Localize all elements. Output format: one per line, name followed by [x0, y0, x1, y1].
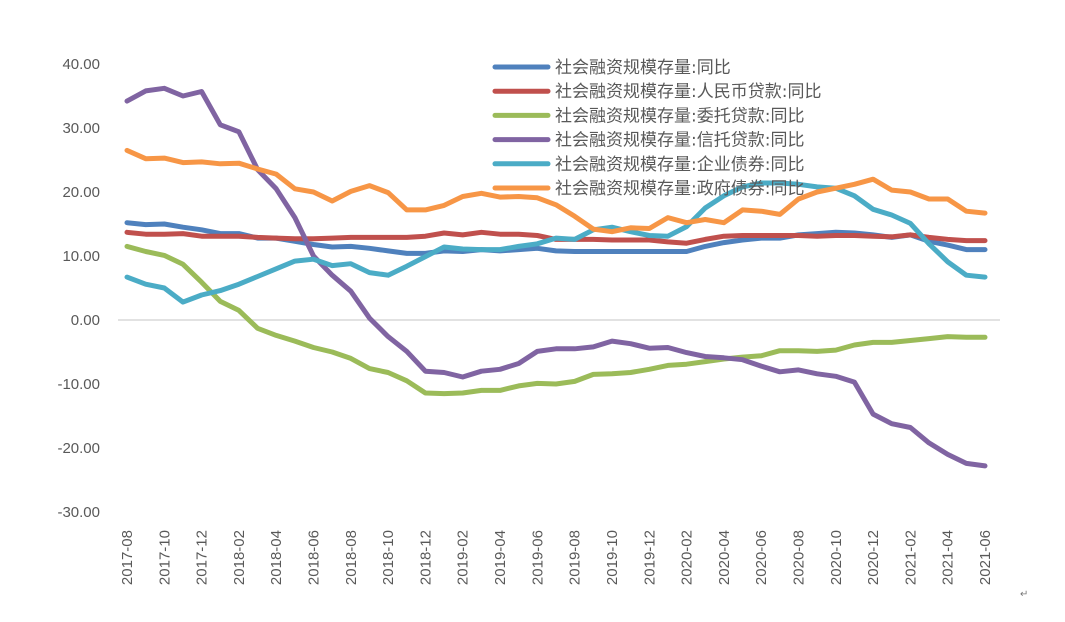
series-line-3	[124, 85, 988, 469]
x-tick-label: 2021-04	[940, 530, 957, 585]
x-tick-label: 2018-04	[268, 530, 285, 585]
x-tick-label: 2020-02	[679, 530, 696, 585]
y-tick-label: 20.00	[62, 184, 100, 201]
x-tick-label: 2019-10	[604, 530, 621, 585]
x-tick-label: 2018-06	[306, 530, 323, 585]
x-tick-label: 2019-04	[492, 530, 509, 585]
series-line-5	[124, 147, 988, 235]
y-axis: 40.00 30.00 20.00 10.00 0.00 -10.00 -20.00 -30.…	[57, 56, 100, 521]
legend-label: 社会融资规模存量:企业债券:同比	[555, 155, 804, 175]
legend-item: 社会融资规模存量:企业债券:同比	[492, 155, 804, 175]
x-tick-label: 2020-12	[865, 530, 882, 585]
x-tick-label: 2017-10	[156, 530, 173, 585]
x-tick-label: 2020-08	[790, 530, 807, 585]
y-tick-label: 10.00	[62, 248, 100, 265]
x-tick-label: 2020-04	[716, 530, 733, 585]
y-tick-label: -30.00	[57, 504, 100, 521]
series-line-4	[124, 180, 988, 305]
legend-label: 社会融资规模存量:政府债券:同比	[555, 179, 804, 199]
y-tick-label: -20.00	[57, 440, 100, 457]
y-tick-label: 0.00	[71, 312, 100, 329]
series-lines	[124, 85, 988, 469]
x-tick-label: 2019-06	[529, 530, 546, 585]
x-tick-label: 2020-06	[753, 530, 770, 585]
x-tick-label: 2019-12	[641, 530, 658, 585]
y-tick-label: 40.00	[62, 56, 100, 73]
return-mark: ↵	[1020, 589, 1028, 600]
y-tick-label: 30.00	[62, 120, 100, 137]
legend-label: 社会融资规模存量:同比	[555, 58, 731, 78]
x-tick-label: 2018-10	[380, 530, 397, 585]
x-tick-label: 2021-06	[977, 530, 994, 585]
x-tick-label: 2019-02	[455, 530, 472, 585]
legend-item: 社会融资规模存量:委托贷款:同比	[492, 106, 804, 126]
x-tick-label: 2018-08	[343, 530, 360, 585]
legend-label: 社会融资规模存量:委托贷款:同比	[555, 106, 804, 126]
legend-item: 社会融资规模存量:人民币贷款:同比	[492, 82, 821, 102]
y-tick-label: -10.00	[57, 376, 100, 393]
legend-label: 社会融资规模存量:信托贷款:同比	[555, 131, 804, 151]
x-tick-label: 2017-08	[119, 530, 136, 585]
x-tick-label: 2018-12	[417, 530, 434, 585]
x-tick-label: 2020-10	[828, 530, 845, 585]
legend-item: 社会融资规模存量:信托贷款:同比	[492, 131, 804, 151]
x-tick-label: 2017-12	[194, 530, 211, 585]
legend-item: 社会融资规模存量:政府债券:同比	[492, 179, 804, 199]
x-tick-label: 2021-02	[902, 530, 919, 585]
x-tick-label: 2018-02	[231, 530, 248, 585]
x-tick-label: 2019-08	[567, 530, 584, 585]
legend: 社会融资规模存量:同比社会融资规模存量:人民币贷款:同比社会融资规模存量:委托贷…	[492, 58, 821, 199]
series-line-2	[124, 243, 988, 397]
legend-item: 社会融资规模存量:同比	[492, 58, 731, 78]
legend-label: 社会融资规模存量:人民币贷款:同比	[555, 82, 821, 102]
x-axis: 2017-08 2017-10 2017-12 2018-02 2018-04 2018-…	[119, 530, 994, 585]
